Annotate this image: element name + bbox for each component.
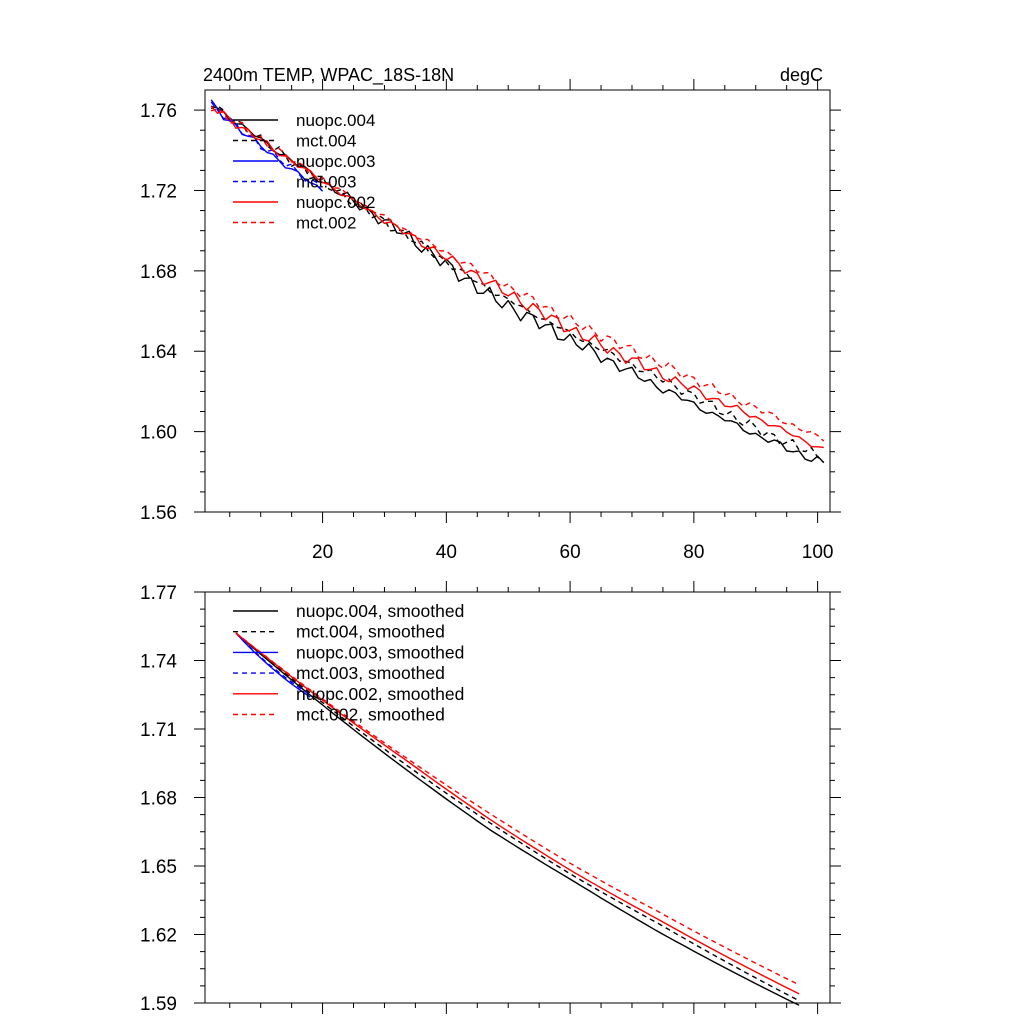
y-tick-label: 1.62 bbox=[140, 926, 177, 947]
legend-label: mct.004, smoothed bbox=[296, 622, 445, 642]
series-line-nuopc-003 bbox=[210, 99, 324, 192]
panel-2: 1.59 1.62 1.65 1.68 1.71 1.74 1.77 nuopc.004, s… bbox=[140, 581, 841, 1015]
x-tick-label: 40 bbox=[436, 542, 457, 563]
y-tick-label: 1.71 bbox=[140, 720, 177, 741]
y-tick-label: 1.64 bbox=[140, 342, 177, 363]
series-line-nuopc-002 bbox=[210, 105, 824, 449]
legend-label: mct.002, smoothed bbox=[296, 705, 445, 725]
legend-label: nuopc.003, smoothed bbox=[296, 642, 464, 662]
x-tick-label: 80 bbox=[683, 542, 704, 563]
chart-title: 2400m TEMP, WPAC_18S-18N bbox=[203, 65, 455, 85]
legend-label: mct.004 bbox=[296, 132, 356, 151]
legend-label: mct.003 bbox=[296, 173, 356, 192]
legend-label: nuopc.004, smoothed bbox=[296, 601, 464, 621]
units-label: degC bbox=[779, 65, 823, 85]
series-line-mct-004-smoothed bbox=[235, 632, 800, 1002]
y-tick-label: 1.77 bbox=[140, 583, 177, 604]
plot-frame bbox=[204, 89, 831, 513]
series-line-nuopc-004-smoothed bbox=[235, 632, 800, 1006]
series-line-mct-003-smoothed bbox=[235, 632, 311, 696]
y-tick-label: 1.56 bbox=[140, 503, 177, 524]
x-tick-label: 100 bbox=[802, 542, 834, 563]
legend-label: mct.002 bbox=[296, 214, 356, 233]
legend-label: nuopc.003 bbox=[296, 152, 375, 171]
series-line-mct-004 bbox=[210, 104, 825, 464]
legend-label: nuopc.004 bbox=[296, 111, 375, 130]
y-tick-label: 1.68 bbox=[140, 262, 177, 283]
series-line-nuopc-002-smoothed bbox=[235, 632, 800, 995]
y-tick-label: 1.60 bbox=[140, 423, 177, 444]
y-tick-label: 1.72 bbox=[140, 181, 177, 202]
legend-label: nuopc.002, smoothed bbox=[296, 684, 464, 704]
y-tick-label: 1.59 bbox=[140, 994, 177, 1015]
x-tick-label: 20 bbox=[312, 542, 333, 563]
series-line-nuopc-003-smoothed bbox=[235, 632, 311, 698]
panel-1: 20 40 60 80 100 1.56 1.60 1.64 1.68 1.72 1.76 nuopc… bbox=[140, 79, 841, 563]
y-tick-label: 1.68 bbox=[140, 789, 177, 810]
series-line-mct-002 bbox=[210, 107, 825, 442]
y-tick-label: 1.74 bbox=[140, 652, 177, 673]
legend-label: nuopc.002 bbox=[296, 193, 375, 212]
y-tick-label: 1.65 bbox=[140, 857, 177, 878]
x-tick-label: 60 bbox=[560, 542, 581, 563]
series-line-mct-002-smoothed bbox=[235, 632, 800, 986]
y-tick-label: 1.76 bbox=[140, 101, 177, 122]
legend-label: mct.003, smoothed bbox=[296, 663, 445, 683]
